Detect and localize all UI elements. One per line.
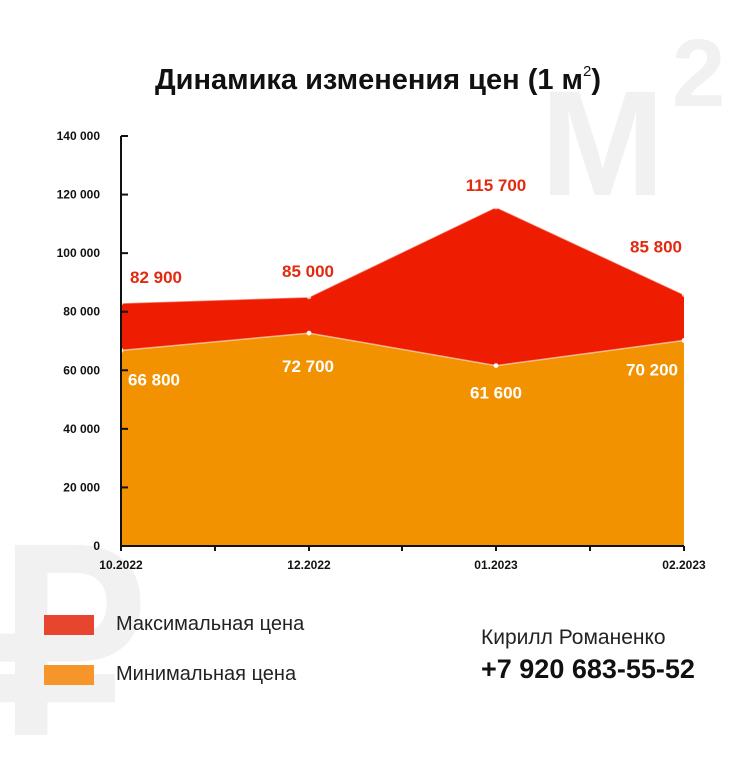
x-tick-label-1: 12.2022: [287, 558, 331, 572]
data-label-min-0: 66 800: [128, 370, 180, 389]
line-min-price: [120, 332, 685, 367]
point-min-2: [493, 363, 499, 368]
area-min-price: [121, 333, 684, 546]
title-superscript: 2: [583, 63, 592, 81]
y-tick-label-7: 140 000: [57, 129, 101, 143]
y-tick-label-5: 100 000: [57, 246, 101, 260]
x-tick-label-0: 10.2022: [99, 558, 143, 572]
watermark-ruble-icon: ₽: [0, 505, 146, 784]
data-label-max-1: 85 000: [282, 262, 334, 281]
legend-item-max: Максимальная цена: [44, 613, 304, 636]
y-tick-label-2: 40 000: [63, 422, 100, 436]
data-label-min-1: 72 700: [282, 357, 334, 376]
y-tick-label-4: 80 000: [63, 305, 100, 319]
data-label-max-2: 115 700: [466, 176, 527, 195]
legend-swatch-max: [44, 614, 94, 635]
x-tick-label-3: 02.2023: [662, 558, 706, 572]
contact-phone: +7 920 683-55-52: [481, 654, 695, 684]
price-area-chart: 0 20 000 40 000 60 000 80 000 100 000 120 000 1…: [57, 129, 706, 572]
point-min-1: [306, 330, 312, 336]
watermark-m2: М: [540, 59, 665, 227]
data-label-max-3: 85 800: [630, 238, 682, 257]
legend-swatch-min: [44, 664, 94, 685]
contact-block: Кирилл Романенко +7 920 683-55-52: [481, 626, 695, 685]
x-tick-label-2: 01.2023: [474, 558, 518, 572]
data-label-min-2: 61 600: [470, 384, 522, 403]
point-min-3: [681, 338, 687, 343]
y-tick-label-6: 120 000: [57, 188, 101, 202]
point-max-3: [681, 292, 687, 297]
y-tick-label-3: 60 000: [63, 363, 100, 377]
contact-name: Кирилл Романенко: [481, 626, 666, 649]
line-max-price: [120, 206, 685, 304]
watermark-superscript: 2: [672, 20, 726, 127]
legend-label-min: Минимальная цена: [116, 663, 297, 685]
y-tick-label-1: 20 000: [63, 480, 100, 494]
data-label-min-3: 70 200: [626, 360, 678, 379]
y-tick-label-0: 0: [93, 539, 100, 553]
point-max-1: [306, 294, 312, 300]
chart-title: Динамика изменения цен (1 м2): [154, 63, 602, 96]
data-label-max-0: 82 900: [130, 268, 182, 287]
legend-label-max: Максимальная цена: [116, 613, 305, 635]
legend-item-min: Минимальная цена: [44, 663, 296, 686]
point-max-2: [493, 204, 499, 210]
